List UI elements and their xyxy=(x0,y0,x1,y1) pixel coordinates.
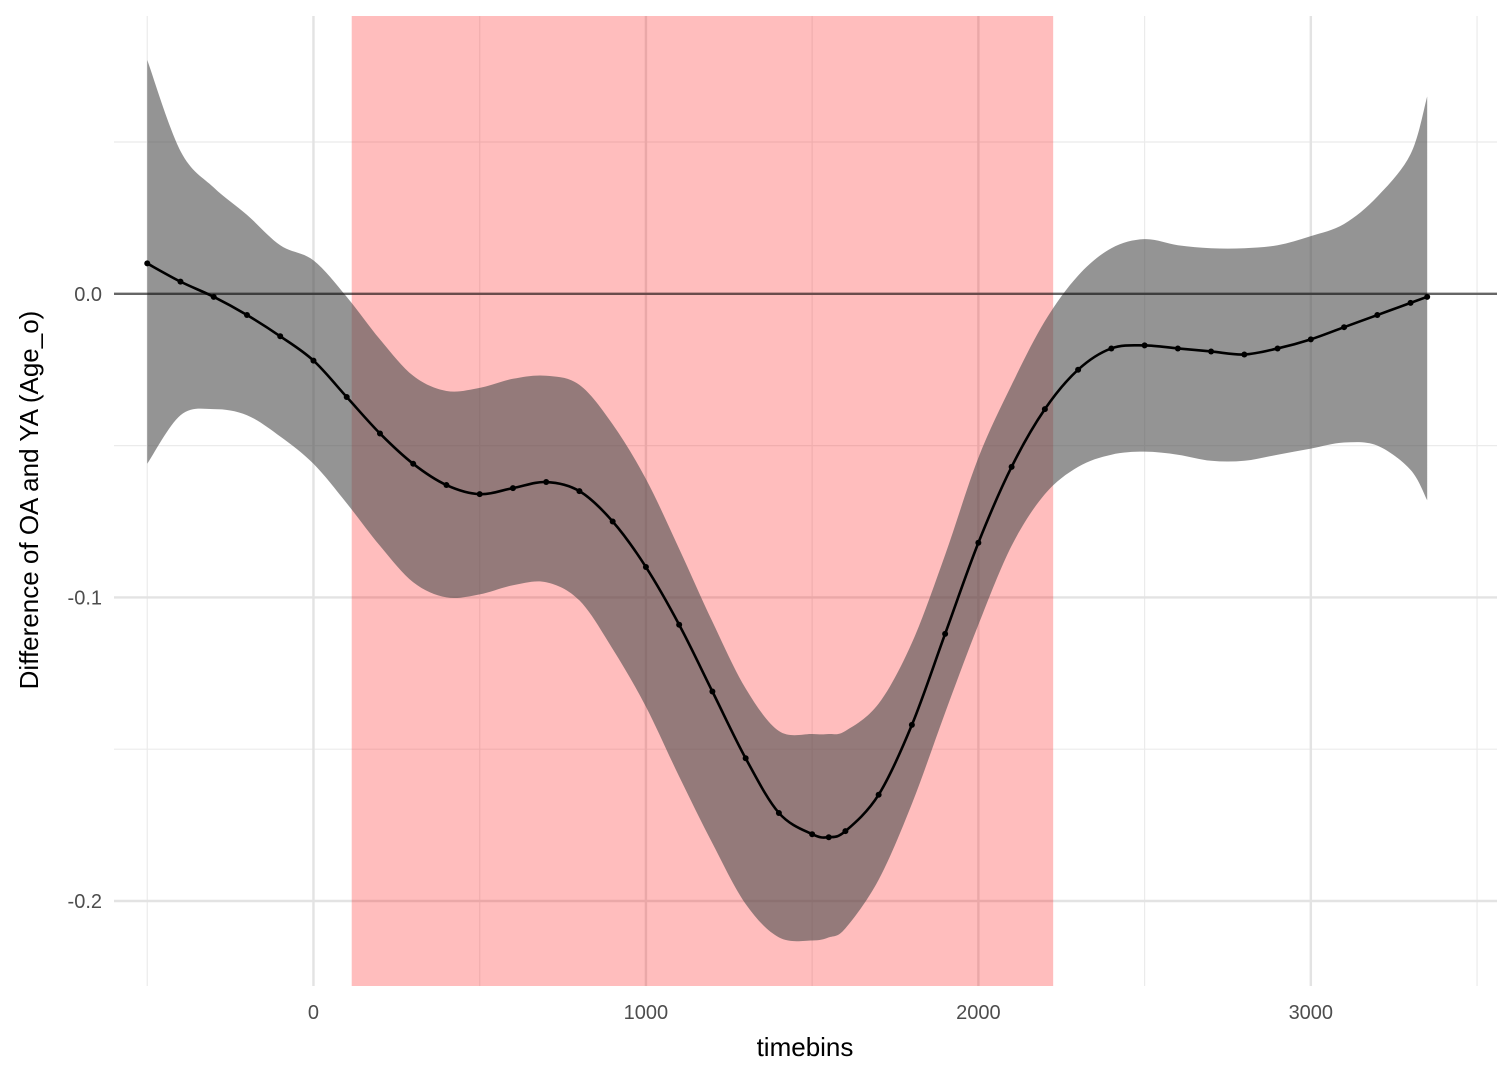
data-point xyxy=(177,278,184,285)
data-point xyxy=(1374,312,1381,319)
data-point xyxy=(1008,463,1015,470)
data-point xyxy=(1274,345,1281,352)
x-tick-label: 3000 xyxy=(1289,1002,1334,1024)
data-point xyxy=(709,688,716,695)
data-point xyxy=(1407,299,1414,306)
data-point xyxy=(1241,351,1248,358)
data-point xyxy=(875,791,882,798)
y-axis-title: Difference of OA and YA (Age_o) xyxy=(14,311,44,690)
data-point xyxy=(1341,324,1348,331)
data-point xyxy=(410,460,417,467)
data-point xyxy=(809,831,816,838)
y-tick-label: -0.1 xyxy=(68,587,102,609)
y-tick-label: 0.0 xyxy=(74,284,102,306)
data-point xyxy=(343,394,350,401)
point-layer xyxy=(144,260,1431,841)
data-point xyxy=(443,482,450,489)
tick-labels-layer: 0 1000 2000 3000 0.0 -0.1 -0.2 xyxy=(68,284,1334,1024)
data-point xyxy=(975,539,982,546)
data-point xyxy=(942,630,949,637)
data-point xyxy=(1307,336,1314,343)
x-axis-title: timebins xyxy=(757,1032,854,1062)
data-point xyxy=(277,333,284,340)
data-point xyxy=(310,357,317,364)
data-point xyxy=(908,721,915,728)
data-point xyxy=(243,312,250,319)
confidence-ribbon xyxy=(147,60,1428,942)
y-tick-label: -0.2 xyxy=(68,891,102,913)
data-point xyxy=(210,293,217,300)
data-point xyxy=(543,479,550,486)
data-point xyxy=(576,488,583,495)
data-point xyxy=(1108,345,1115,352)
data-point xyxy=(775,809,782,816)
data-point xyxy=(842,828,849,835)
ribbon-layer xyxy=(147,60,1428,942)
data-point xyxy=(1141,342,1148,349)
data-point xyxy=(476,491,483,498)
data-point xyxy=(1424,293,1431,300)
data-point xyxy=(1041,406,1048,413)
data-point xyxy=(1208,348,1215,355)
data-point xyxy=(1174,345,1181,352)
data-point xyxy=(144,260,151,267)
data-point xyxy=(376,430,383,437)
x-tick-label: 0 xyxy=(308,1002,319,1024)
x-tick-label: 1000 xyxy=(624,1002,669,1024)
data-point xyxy=(825,834,832,841)
x-tick-label: 2000 xyxy=(956,1002,1001,1024)
data-point xyxy=(742,755,749,762)
data-point xyxy=(676,621,683,628)
data-point xyxy=(509,485,516,492)
data-point xyxy=(1075,366,1082,373)
data-point xyxy=(609,518,616,525)
data-point xyxy=(642,564,649,571)
